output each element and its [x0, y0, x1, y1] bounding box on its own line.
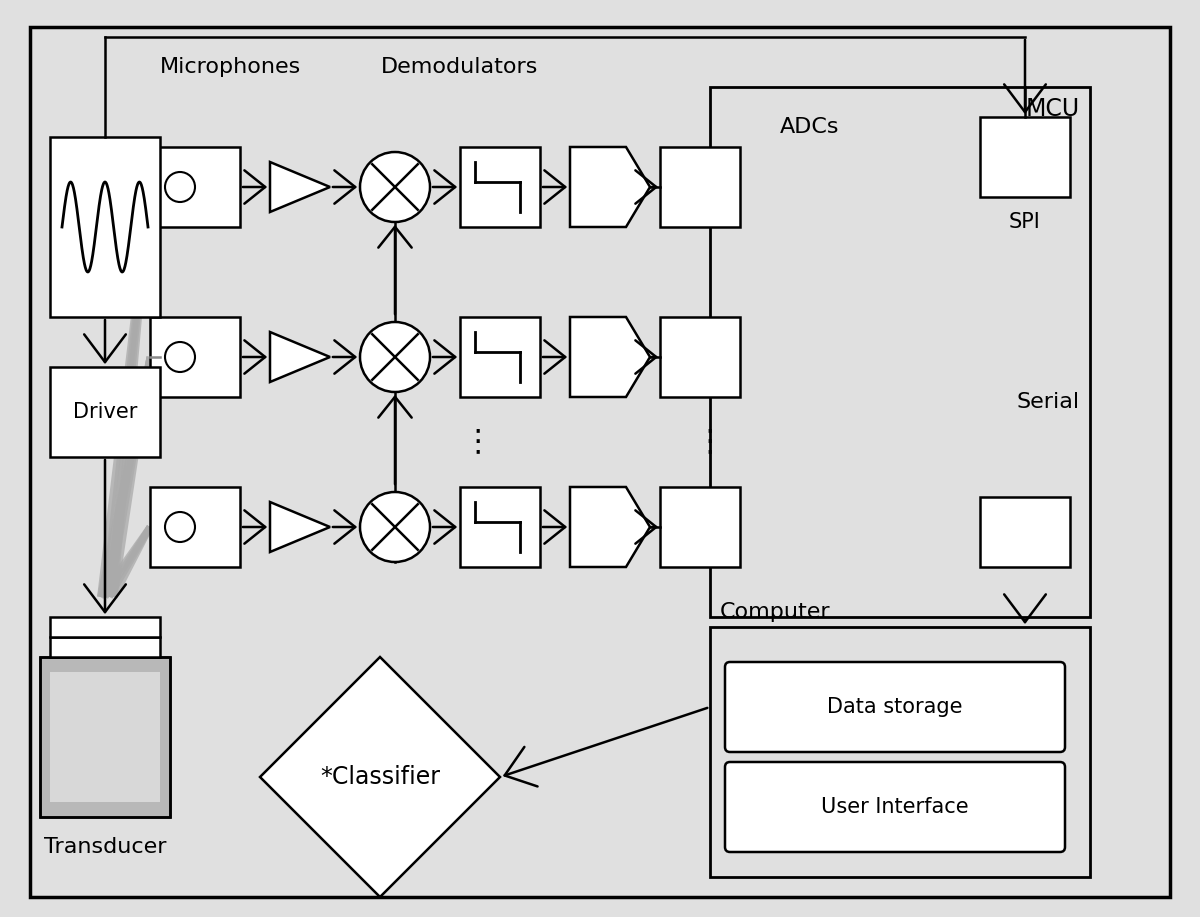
FancyBboxPatch shape — [660, 147, 740, 227]
Polygon shape — [570, 147, 650, 227]
Text: Computer: Computer — [720, 602, 830, 622]
Circle shape — [166, 342, 196, 372]
Polygon shape — [570, 487, 650, 567]
Text: ⋮: ⋮ — [695, 427, 725, 457]
Text: SPI: SPI — [1009, 212, 1040, 232]
Circle shape — [360, 492, 430, 562]
Text: Microphones: Microphones — [160, 57, 301, 77]
Text: ADCs: ADCs — [780, 117, 840, 137]
FancyBboxPatch shape — [980, 497, 1070, 567]
FancyBboxPatch shape — [710, 87, 1090, 617]
Circle shape — [360, 322, 430, 392]
Polygon shape — [270, 332, 330, 382]
FancyBboxPatch shape — [150, 487, 240, 567]
FancyBboxPatch shape — [460, 487, 540, 567]
FancyBboxPatch shape — [460, 317, 540, 397]
Polygon shape — [260, 657, 500, 897]
FancyBboxPatch shape — [725, 762, 1066, 852]
Circle shape — [166, 512, 196, 542]
FancyBboxPatch shape — [660, 487, 740, 567]
Text: Transducer: Transducer — [43, 837, 167, 857]
FancyBboxPatch shape — [40, 657, 170, 817]
FancyBboxPatch shape — [30, 27, 1170, 897]
FancyBboxPatch shape — [710, 627, 1090, 877]
FancyBboxPatch shape — [50, 637, 160, 657]
Polygon shape — [570, 317, 650, 397]
FancyBboxPatch shape — [50, 137, 160, 317]
FancyBboxPatch shape — [980, 117, 1070, 197]
FancyBboxPatch shape — [50, 672, 160, 802]
Text: User Interface: User Interface — [821, 797, 968, 817]
Text: Demodulators: Demodulators — [382, 57, 539, 77]
Circle shape — [360, 152, 430, 222]
Text: MCU: MCU — [1026, 97, 1080, 121]
Text: Serial: Serial — [1016, 392, 1080, 412]
FancyBboxPatch shape — [725, 662, 1066, 752]
FancyBboxPatch shape — [150, 317, 240, 397]
Polygon shape — [270, 162, 330, 212]
Text: *Classifier: *Classifier — [320, 765, 440, 789]
FancyBboxPatch shape — [150, 147, 240, 227]
Text: ⋮: ⋮ — [462, 427, 493, 457]
Text: Driver: Driver — [73, 402, 137, 422]
FancyBboxPatch shape — [50, 367, 160, 457]
FancyBboxPatch shape — [660, 317, 740, 397]
Circle shape — [166, 172, 196, 202]
FancyBboxPatch shape — [460, 147, 540, 227]
Polygon shape — [270, 502, 330, 552]
FancyBboxPatch shape — [50, 617, 160, 637]
Text: Data storage: Data storage — [827, 697, 962, 717]
